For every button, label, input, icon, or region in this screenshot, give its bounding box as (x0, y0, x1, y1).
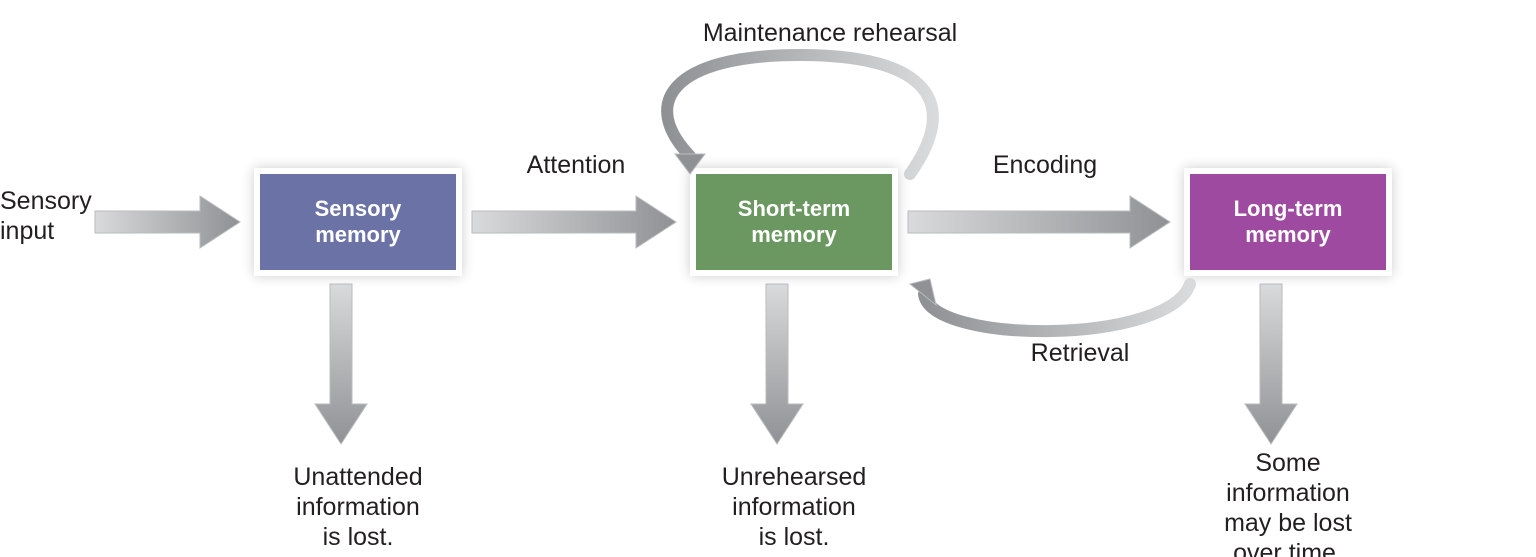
node-short-term-memory: Short-term memory (690, 168, 898, 276)
node-sensory-memory-label: Sensory memory (315, 196, 402, 248)
arrow-sensory-input-icon (95, 196, 240, 248)
node-sensory-memory: Sensory memory (254, 168, 462, 276)
node-short-term-memory-label: Short-term memory (738, 196, 850, 248)
arrow-encoding-icon (908, 196, 1170, 248)
arrow-sensory-loss-icon (315, 284, 367, 444)
arrow-attention-icon (472, 196, 676, 248)
memory-model-diagram: { "type": "flowchart", "canvas": { "widt… (0, 0, 1536, 557)
node-long-term-memory-label: Long-term memory (1234, 196, 1343, 248)
arrow-maintenance-rehearsal-icon (620, 40, 980, 180)
label-unattended-lost: Unattended information is lost. (228, 462, 488, 552)
arrow-retrieval-icon (880, 270, 1220, 350)
node-long-term-memory: Long-term memory (1184, 168, 1392, 276)
arrow-ltm-loss-icon (1245, 284, 1297, 444)
arrow-stm-loss-icon (751, 284, 803, 444)
label-some-lost: Some information may be lost over time. (1158, 448, 1418, 557)
label-unrehearsed-lost: Unrehearsed information is lost. (664, 462, 924, 552)
